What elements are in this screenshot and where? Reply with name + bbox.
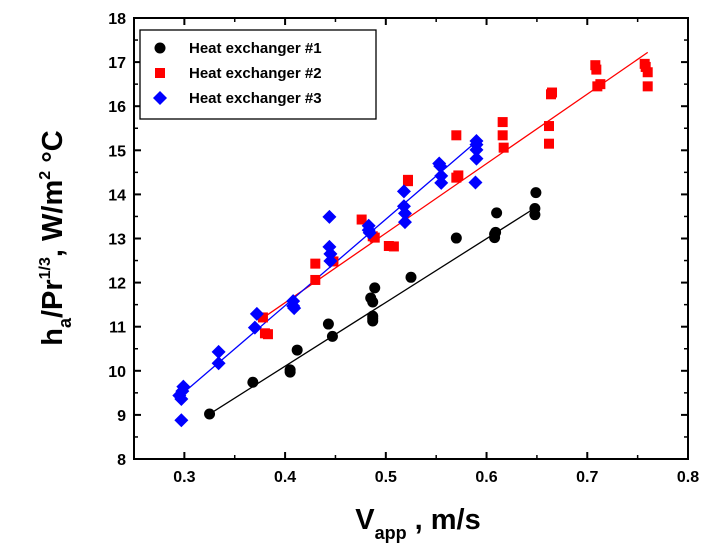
data-point-series-2: [262, 329, 273, 340]
data-point-series-2: [547, 87, 558, 98]
data-point-series-2: [497, 117, 508, 128]
data-point-series-3: [249, 306, 264, 321]
y-axis-label-p2: /Pr: [37, 279, 69, 318]
x-tick-label: 0.6: [475, 469, 497, 486]
x-axis-label-main: V: [355, 504, 375, 536]
y-tick-label: 14: [108, 187, 126, 204]
y-tick-label: 15: [108, 143, 126, 160]
data-point-series-3: [322, 209, 337, 224]
data-point-series-3: [287, 301, 302, 316]
data-point-series-1: [369, 282, 381, 294]
y-tick-label: 12: [108, 276, 126, 293]
y-tick-label: 17: [108, 55, 126, 72]
data-point-series-3: [396, 184, 411, 199]
data-point-series-1: [367, 310, 379, 322]
fit-line-series-1: [209, 206, 538, 415]
data-point-series-2: [369, 232, 380, 243]
x-axis-label-sub: app: [375, 523, 407, 543]
data-point-series-1: [322, 318, 334, 330]
data-point-series-2: [257, 312, 268, 323]
data-point-series-1: [405, 271, 417, 283]
data-point-series-2: [402, 174, 413, 185]
y-tick-label: 18: [108, 11, 126, 28]
data-point-series-2: [640, 61, 651, 72]
data-point-series-2: [498, 142, 509, 153]
data-point-series-2: [356, 214, 367, 225]
data-point-series-2: [543, 138, 554, 149]
data-point-series-3: [323, 246, 338, 261]
x-tick-label: 0.5: [375, 469, 397, 486]
y-tick-label: 8: [117, 452, 126, 469]
data-point-series-1: [326, 330, 338, 342]
y-tick-label: 16: [108, 99, 126, 116]
data-point-series-1: [204, 408, 216, 420]
data-point-series-3: [397, 215, 412, 230]
data-point-series-1: [284, 364, 296, 376]
data-point-series-1: [490, 226, 502, 238]
fit-line-series-2: [259, 51, 649, 321]
data-point-series-1: [367, 296, 379, 308]
data-point-series-2: [543, 121, 554, 132]
data-point-series-3: [469, 151, 484, 166]
data-point-series-2: [497, 130, 508, 141]
data-point-series-3: [247, 320, 262, 335]
y-axis-label-p4: °C: [37, 130, 69, 171]
legend: Heat exchanger #1 Heat exchanger #2 Heat e…: [139, 29, 377, 120]
legend-label-series-2: Heat exchanger #2: [189, 65, 322, 82]
data-point-series-2: [642, 67, 653, 78]
y-tick-label: 9: [117, 408, 126, 425]
data-point-series-2: [310, 258, 321, 269]
data-point-series-3: [468, 175, 483, 190]
data-point-series-2: [591, 64, 602, 75]
data-point-series-1: [247, 376, 259, 388]
y-axis-label-sup2: 2: [37, 171, 54, 180]
legend-label-series-1: Heat exchanger #1: [189, 40, 322, 57]
plot-area: 0.3 0.4 0.5 0.6 0.7 0.8 8 9 10 11 12 13 14 15 16 17 18: [108, 11, 699, 486]
y-tick-label: 11: [109, 320, 126, 337]
data-point-series-3: [397, 206, 412, 221]
x-tick-label: 0.7: [576, 469, 598, 486]
data-point-series-3: [176, 379, 191, 394]
legend-marker-series-3: [153, 91, 167, 105]
y-axis-label-sup1: 1/3: [37, 257, 54, 279]
data-point-series-2: [388, 241, 399, 252]
x-tick-label: 0.3: [173, 469, 195, 486]
legend-marker-series-1: [154, 42, 166, 54]
data-point-series-2: [451, 130, 462, 141]
y-tick-label: 13: [108, 232, 126, 249]
x-axis-label-rest: , m/s: [407, 504, 481, 536]
data-point-series-1: [530, 187, 542, 199]
data-point-series-2: [453, 170, 464, 181]
x-tick-label: 0.4: [274, 469, 296, 486]
y-axis-label-sub: a: [55, 317, 75, 328]
x-axis-label: Vapp , m/s: [355, 504, 481, 543]
data-point-series-2: [642, 81, 653, 92]
data-point-series-3: [469, 142, 484, 157]
legend-box: [139, 29, 377, 120]
data-point-series-3: [211, 344, 226, 359]
y-axis-label: ha/Pr1/3, W/m2 °C: [37, 130, 75, 346]
data-point-series-2: [383, 240, 394, 251]
data-point-series-3: [434, 175, 449, 190]
data-point-series-1: [529, 203, 541, 215]
data-point-series-3: [362, 225, 377, 240]
data-point-series-2: [310, 274, 321, 285]
data-point-series-3: [433, 159, 448, 174]
y-axis-label-p3: , W/m: [37, 180, 69, 257]
y-tick-label: 10: [108, 364, 126, 381]
fit-line-series-3: [178, 140, 477, 397]
data-point-series-2: [595, 79, 606, 90]
legend-label-series-3: Heat exchanger #3: [189, 90, 322, 107]
data-point-series-1: [291, 344, 303, 356]
data-point-series-3: [174, 413, 189, 428]
data-point-series-1: [491, 207, 503, 219]
data-point-series-3: [323, 253, 338, 268]
data-point-series-1: [450, 232, 462, 244]
y-axis-label-p1: h: [37, 328, 69, 346]
data-point-series-3: [211, 356, 226, 371]
legend-marker-series-2: [155, 68, 165, 78]
x-tick-label: 0.8: [677, 469, 699, 486]
data-point-series-3: [434, 168, 449, 183]
